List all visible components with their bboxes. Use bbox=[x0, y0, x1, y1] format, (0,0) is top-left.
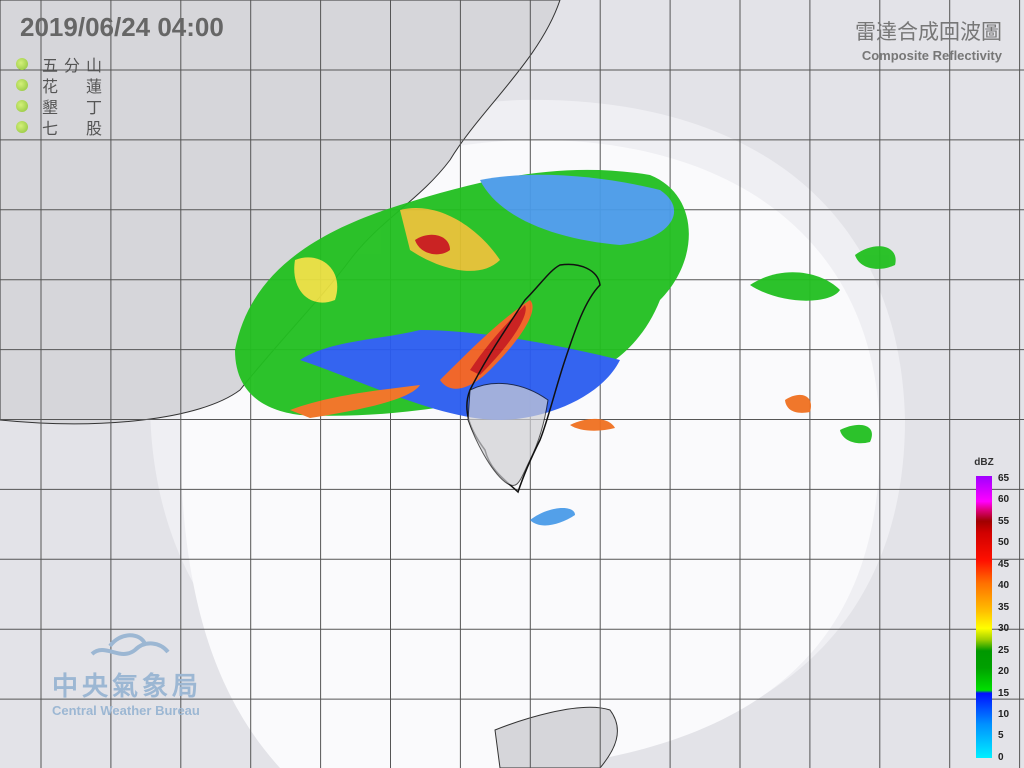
taiwan-south-land bbox=[467, 382, 549, 487]
station-status-icon bbox=[16, 78, 28, 91]
radar-datetime: 2019/06/24 04:00 bbox=[20, 12, 224, 42]
agency-name-zh: 中央氣象局 bbox=[52, 671, 203, 701]
station-item: 花蓮 bbox=[16, 74, 102, 96]
product-title: 雷達合成回波圖 Composite Reflectivity bbox=[855, 16, 1002, 63]
station-item: 七股 bbox=[16, 116, 102, 138]
agency-logo: 中央氣象局 Central Weather Bureau bbox=[52, 632, 202, 718]
legend-tick-label: 50 bbox=[998, 537, 1010, 549]
philippines-land bbox=[494, 706, 618, 768]
dbz-legend: dBZ 65 60 55 50 45 40 35 30 25 20 15 10 5 0 bbox=[974, 457, 1022, 763]
station-char: 山 bbox=[85, 57, 102, 75]
legend-tick-label: 40 bbox=[998, 580, 1010, 592]
station-char: 分 bbox=[63, 57, 80, 75]
station-char: 花 bbox=[42, 78, 59, 96]
station-char: 丁 bbox=[85, 99, 102, 117]
legend-tick-label: 0 bbox=[998, 751, 1004, 763]
legend-tick-label: 60 bbox=[998, 494, 1010, 506]
station-char: 股 bbox=[85, 120, 102, 138]
legend-tick-label: 65 bbox=[998, 473, 1010, 484]
station-status-icon bbox=[16, 99, 28, 112]
legend-tick-label: 15 bbox=[998, 687, 1010, 699]
product-title-en: Composite Reflectivity bbox=[861, 48, 1002, 63]
legend-tick-label: 35 bbox=[998, 601, 1010, 613]
legend-tick-label: 55 bbox=[998, 515, 1010, 527]
product-title-zh: 雷達合成回波圖 bbox=[855, 21, 1002, 44]
legend-tick-label: 30 bbox=[998, 623, 1010, 635]
legend-tick-label: 10 bbox=[998, 708, 1010, 720]
station-status-icon bbox=[16, 57, 28, 70]
legend-tick-label: 5 bbox=[998, 730, 1004, 742]
station-status-icon bbox=[16, 120, 28, 133]
station-item: 五分山 bbox=[16, 53, 102, 75]
taiwan-outline bbox=[466, 263, 601, 494]
legend-color-bar bbox=[976, 476, 992, 758]
legend-tick-label: 20 bbox=[998, 666, 1010, 678]
cloud-wave-icon bbox=[90, 633, 170, 656]
station-char: 五 bbox=[42, 57, 59, 75]
station-char: 蓮 bbox=[85, 78, 102, 96]
legend-ticks: 65 60 55 50 45 40 35 30 25 20 15 10 5 0 bbox=[998, 473, 1009, 763]
station-char: 墾 bbox=[42, 99, 59, 117]
legend-tick-label: 25 bbox=[998, 644, 1010, 656]
radar-station-list: 五分山 花蓮 墾丁 七股 bbox=[16, 53, 102, 138]
station-item: 墾丁 bbox=[16, 95, 102, 117]
agency-name-en: Central Weather Bureau bbox=[52, 703, 200, 718]
legend-tick-label: 45 bbox=[998, 558, 1010, 570]
station-char: 七 bbox=[42, 120, 59, 138]
legend-unit: dBZ bbox=[974, 457, 994, 468]
